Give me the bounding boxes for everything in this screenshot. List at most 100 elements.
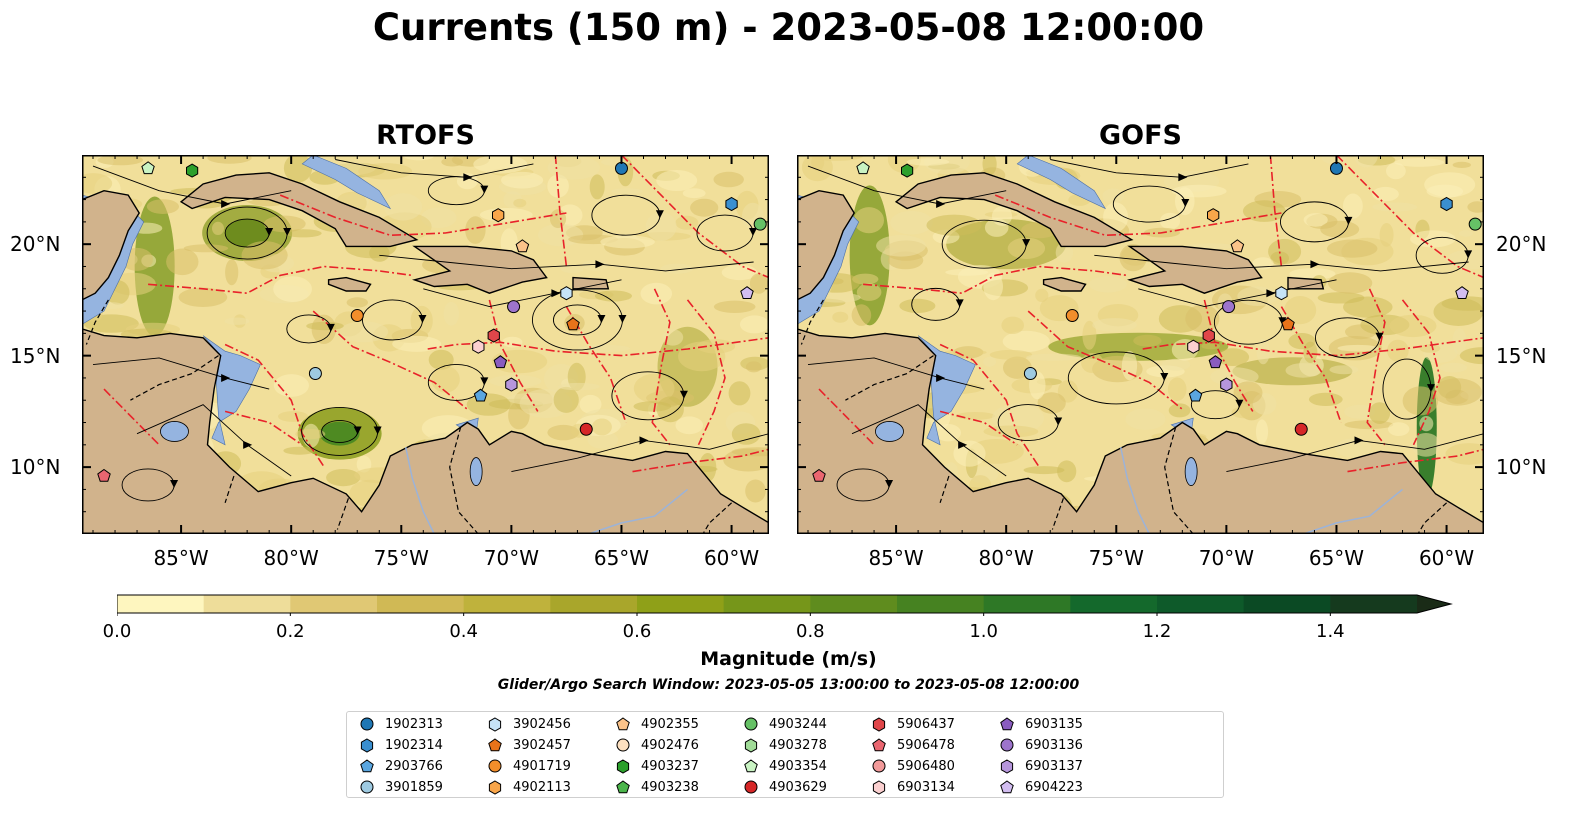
float-marker-3902457 [1281,317,1295,331]
hexagon-marker-icon [488,717,502,732]
hexagon-marker-icon [1000,759,1014,774]
legend-label: 4901719 [513,758,571,774]
legend-label: 4903629 [769,779,827,795]
legend-label: 4902355 [641,716,699,732]
pentagon-marker-icon [744,759,758,773]
colorbar-tick-label: 0.4 [449,621,478,642]
float-marker-1902313 [614,161,628,175]
float-marker-4903629 [579,422,593,436]
lon-tick-label: 80°W [263,546,319,570]
float-marker-5906437 [487,328,500,343]
hexagon-marker-icon [616,759,630,774]
legend-label: 6903137 [1025,758,1083,774]
legend-label: 4903278 [769,737,827,753]
float-marker-5906437 [1202,328,1215,343]
lat-tick-label: 10°N [10,455,61,480]
pentagon-marker-icon [1000,780,1014,794]
float-marker-4902113 [492,208,505,223]
legend-label: 6904223 [1025,779,1083,795]
lat-tick-label: 15°N [10,343,61,368]
hexagon-marker-icon [872,717,886,732]
legend-item-5906478: 5906478 [871,737,955,753]
float-marker-3901859 [1023,366,1037,380]
colorbar-tick-label: 1.4 [1316,621,1345,642]
circle-marker-icon [488,759,502,773]
float-marker-2903766 [473,388,488,402]
float-marker-1902314 [1440,196,1453,212]
legend-label: 6903135 [1025,716,1083,732]
circle-marker-icon [360,780,374,794]
lat-tick-label: 15°N [1496,343,1547,368]
legend-item-4903629: 4903629 [743,779,827,795]
float-marker-1902314 [725,196,738,212]
lon-tick-label: 85°W [868,546,924,570]
colorbar [116,594,1457,620]
panel-title-rtofs: RTOFS [376,120,475,151]
legend-label: 6903134 [897,779,955,795]
legend-label: 4902476 [641,737,699,753]
lon-tick-label: 65°W [1308,546,1365,570]
float-marker-4903629 [1294,422,1308,436]
panel-title-gofs: GOFS [1098,120,1182,151]
lon-tick-label: 85°W [153,546,209,570]
float-marker-5906478 [97,468,111,482]
circle-marker-icon [360,717,374,731]
lon-tick-label: 80°W [978,546,1034,570]
legend-item-6903137: 6903137 [999,758,1083,774]
map-gofs [775,143,1507,540]
circle-marker-icon [1000,738,1014,752]
legend-label: 3902457 [513,737,571,753]
legend-item-6903136: 6903136 [999,737,1083,753]
float-marker-4901719 [1065,309,1079,323]
lat-tick-label: 20°N [10,232,61,257]
float-marker-4903244 [1468,217,1482,231]
colorbar-label: Magnitude (m/s) [700,648,877,670]
legend-label: 4903354 [769,758,827,774]
legend-label: 1902313 [385,716,443,732]
float-marker-1902313 [1329,161,1343,175]
lon-tick-label: 70°W [483,546,539,570]
map-panel-gofs [775,143,1507,540]
legend: 1902313 1902314 2903766 3901859 3902456 39024… [346,711,1224,798]
float-marker-6903135 [493,355,508,369]
float-marker-6904223 [740,286,754,299]
pentagon-marker-icon [616,780,630,794]
legend-item-1902313: 1902313 [359,716,443,732]
hexagon-marker-icon [360,738,374,753]
lat-tick-label: 20°N [1496,232,1547,257]
colorbar-tick-label: 1.2 [1142,621,1172,642]
float-marker-4903237 [186,163,199,178]
legend-label: 4903237 [641,758,699,774]
float-marker-4903244 [753,217,767,231]
legend-label: 5906437 [897,716,955,732]
float-marker-4903354 [141,161,155,175]
float-marker-6903134 [472,339,485,354]
hexagon-marker-icon [744,738,758,753]
map-rtofs [68,151,785,539]
legend-item-2903766: 2903766 [359,758,443,774]
legend-item-5906437: 5906437 [871,716,955,732]
legend-label: 6903136 [1025,737,1083,753]
legend-item-4902476: 4902476 [615,737,699,753]
pentagon-marker-icon [488,738,502,752]
legend-label: 4902113 [513,779,571,795]
float-marker-2903766 [1188,388,1203,402]
legend-item-3901859: 3901859 [359,779,443,795]
float-marker-6903137 [1220,377,1233,392]
circle-marker-icon [744,717,758,731]
float-marker-4903237 [901,163,914,178]
circle-marker-icon [872,759,886,773]
legend-label: 1902314 [385,737,443,753]
float-marker-6903136 [1222,300,1236,314]
legend-label: 3901859 [385,779,443,795]
float-marker-4902355 [515,239,530,253]
legend-label: 2903766 [385,758,443,774]
legend-label: 5906480 [897,758,955,774]
float-marker-5906478 [812,468,826,482]
colorbar-tick-label: 0.6 [622,621,652,642]
legend-item-4903244: 4903244 [743,716,827,732]
hexagon-marker-icon [872,780,886,795]
map-panel-rtofs [68,151,785,539]
lat-tick-label: 10°N [1496,455,1547,480]
colorbar-tick-label: 0.8 [796,621,825,642]
